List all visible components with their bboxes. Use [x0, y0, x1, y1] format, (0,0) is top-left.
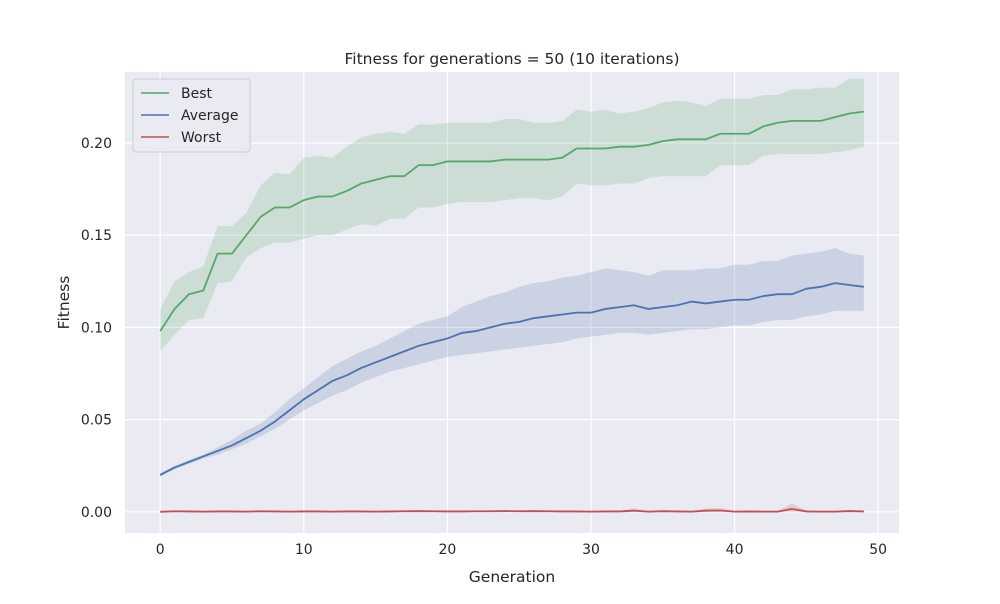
- x-tick-label: 40: [726, 542, 744, 558]
- plot-background: [125, 72, 899, 533]
- legend-label-average: Average: [181, 108, 239, 124]
- series-line-best: [159, 110, 864, 332]
- series-line-average: [159, 282, 864, 476]
- y-tick-label: 0.15: [81, 228, 112, 244]
- x-tick-label: 20: [438, 542, 456, 558]
- legend-label-best: Best: [181, 86, 213, 102]
- x-tick-label: 50: [869, 542, 887, 558]
- y-tick-label: 0.20: [81, 136, 112, 152]
- tick-labels: 0 10 20 30 40 50 0.00 0.05 0.10 0.15 0.20: [81, 136, 887, 558]
- x-tick-label: 0: [156, 542, 165, 558]
- series-lines: [159, 110, 864, 513]
- legend-box: [132, 78, 251, 153]
- x-axis-label: Generation: [469, 568, 555, 586]
- band-average: [160, 248, 864, 477]
- x-tick-label: 30: [582, 542, 600, 558]
- x-tick-label: 10: [295, 542, 313, 558]
- y-tick-label: 0.00: [81, 505, 112, 521]
- chart-title: Fitness for generations = 50 (10 iterati…: [344, 50, 679, 68]
- y-tick-label: 0.10: [81, 320, 112, 336]
- band-best: [160, 78, 864, 352]
- y-tick-label: 0.05: [81, 413, 112, 429]
- series-line-worst: [160, 508, 864, 513]
- y-axis-label: Fitness: [55, 276, 73, 330]
- legend-label-worst: Worst: [181, 130, 222, 146]
- legend: Best Average Worst: [132, 78, 251, 153]
